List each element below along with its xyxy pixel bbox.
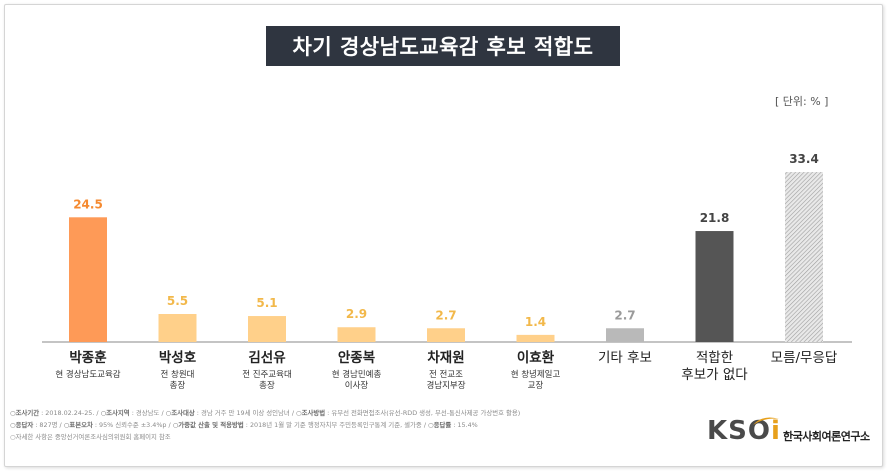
ksoi-logo: KSOi 한국사회여론연구소 xyxy=(707,414,877,454)
candidate-description-3: 총장 xyxy=(259,380,275,391)
survey-note-item: ○표본오차 : 95% 신뢰수준 ±3.4%p xyxy=(63,421,167,429)
value-label-5: 2.7 xyxy=(435,308,456,322)
candidate-description-4: 이사장 xyxy=(345,380,369,391)
category-label-8: 적합한 xyxy=(696,350,733,366)
category-label-1: 박종훈 xyxy=(69,349,106,366)
bar-3 xyxy=(248,316,286,342)
chart-frame xyxy=(4,4,883,467)
candidate-description-3: 전 진주교육대 xyxy=(242,369,292,380)
bar-6 xyxy=(516,334,555,342)
value-label-2: 5.5 xyxy=(167,294,188,308)
survey-notes: ○조사기간 : 2018.02.24-25. / ○조사지역 : 경상남도 / … xyxy=(10,407,700,459)
category-label-7: 기타 후보 xyxy=(598,350,652,366)
survey-notes-line-1: ○조사기간 : 2018.02.24-25. / ○조사지역 : 경상남도 / … xyxy=(10,409,521,417)
bar-1 xyxy=(69,217,107,342)
value-label-4: 2.9 xyxy=(346,307,367,321)
category-label-2: 박성호 xyxy=(159,349,197,366)
survey-reference: 자세한 사항은 중앙선거여론조사심의위원회 홈페이지 참조 xyxy=(15,433,171,441)
value-label-3: 5.1 xyxy=(256,296,277,310)
candidate-description-6: 현 창녕제일고 xyxy=(511,370,561,380)
value-label-6: 1.4 xyxy=(525,315,546,329)
bar-5 xyxy=(427,328,465,342)
candidate-description-1: 현 경상남도교육감 xyxy=(55,369,120,380)
candidate-description-2: 전 창원대 xyxy=(161,369,195,380)
value-label-7: 2.7 xyxy=(614,308,635,322)
bar-2 xyxy=(158,314,197,342)
candidate-description-2: 총장 xyxy=(170,380,186,391)
candidate-description-6: 교장 xyxy=(528,380,544,391)
category-label-5: 차재원 xyxy=(427,350,464,366)
survey-note-item: ○가중값 산출 및 적용방법 : 2018년 1월 말 기준 행정자치부 주민등… xyxy=(172,421,422,429)
value-label-9: 33.4 xyxy=(789,152,819,166)
survey-note-item: ○조사방법 : 유무선 전화면접조사(유선-RDD 생성, 무선-통신사제공 가… xyxy=(296,409,521,417)
category-label-9: 모름/무응답 xyxy=(771,350,838,366)
value-label-1: 24.5 xyxy=(73,197,103,211)
survey-note-item: ○조사대상 : 경남 거주 만 19세 이상 성인남녀 xyxy=(165,409,290,417)
bar-8 xyxy=(695,231,734,342)
survey-notes-line-3: ○자세한 사항은 중앙선거여론조사심의위원회 홈페이지 참조 xyxy=(10,433,171,441)
category-label-4: 안종복 xyxy=(338,349,375,366)
logo-name: 한국사회여론연구소 xyxy=(783,430,870,443)
bar-9 xyxy=(785,172,823,342)
logo-swoosh-icon xyxy=(753,417,779,425)
survey-notes-line-2: ○응답자 : 827명 / ○표본오차 : 95% 신뢰수준 ±3.4%p / … xyxy=(10,421,478,429)
survey-note-item: ○응답자 : 827명 xyxy=(10,421,58,429)
bar-4 xyxy=(337,327,376,342)
candidate-description-4: 현 경남민예총 xyxy=(332,369,382,380)
unit-label: [ 단위: % ] xyxy=(775,95,829,108)
survey-note-item: ○조사지역 : 경상남도 xyxy=(100,409,160,417)
category-label-3: 김선유 xyxy=(248,350,286,366)
category-label-6: 이효환 xyxy=(517,349,555,366)
chart-title: 차기 경상남도교육감 후보 적합도 xyxy=(266,26,620,66)
bar-7 xyxy=(606,328,644,342)
candidate-description-5: 경남지부장 xyxy=(426,380,465,391)
candidate-description-5: 전 전교조 xyxy=(429,369,463,380)
survey-note-item: ○조사기간 : 2018.02.24-25. xyxy=(10,409,95,417)
category-label-8: 후보가 없다 xyxy=(681,367,748,383)
value-label-8: 21.8 xyxy=(700,211,730,225)
survey-note-item: ○응답률 : 15.4% xyxy=(428,421,478,429)
